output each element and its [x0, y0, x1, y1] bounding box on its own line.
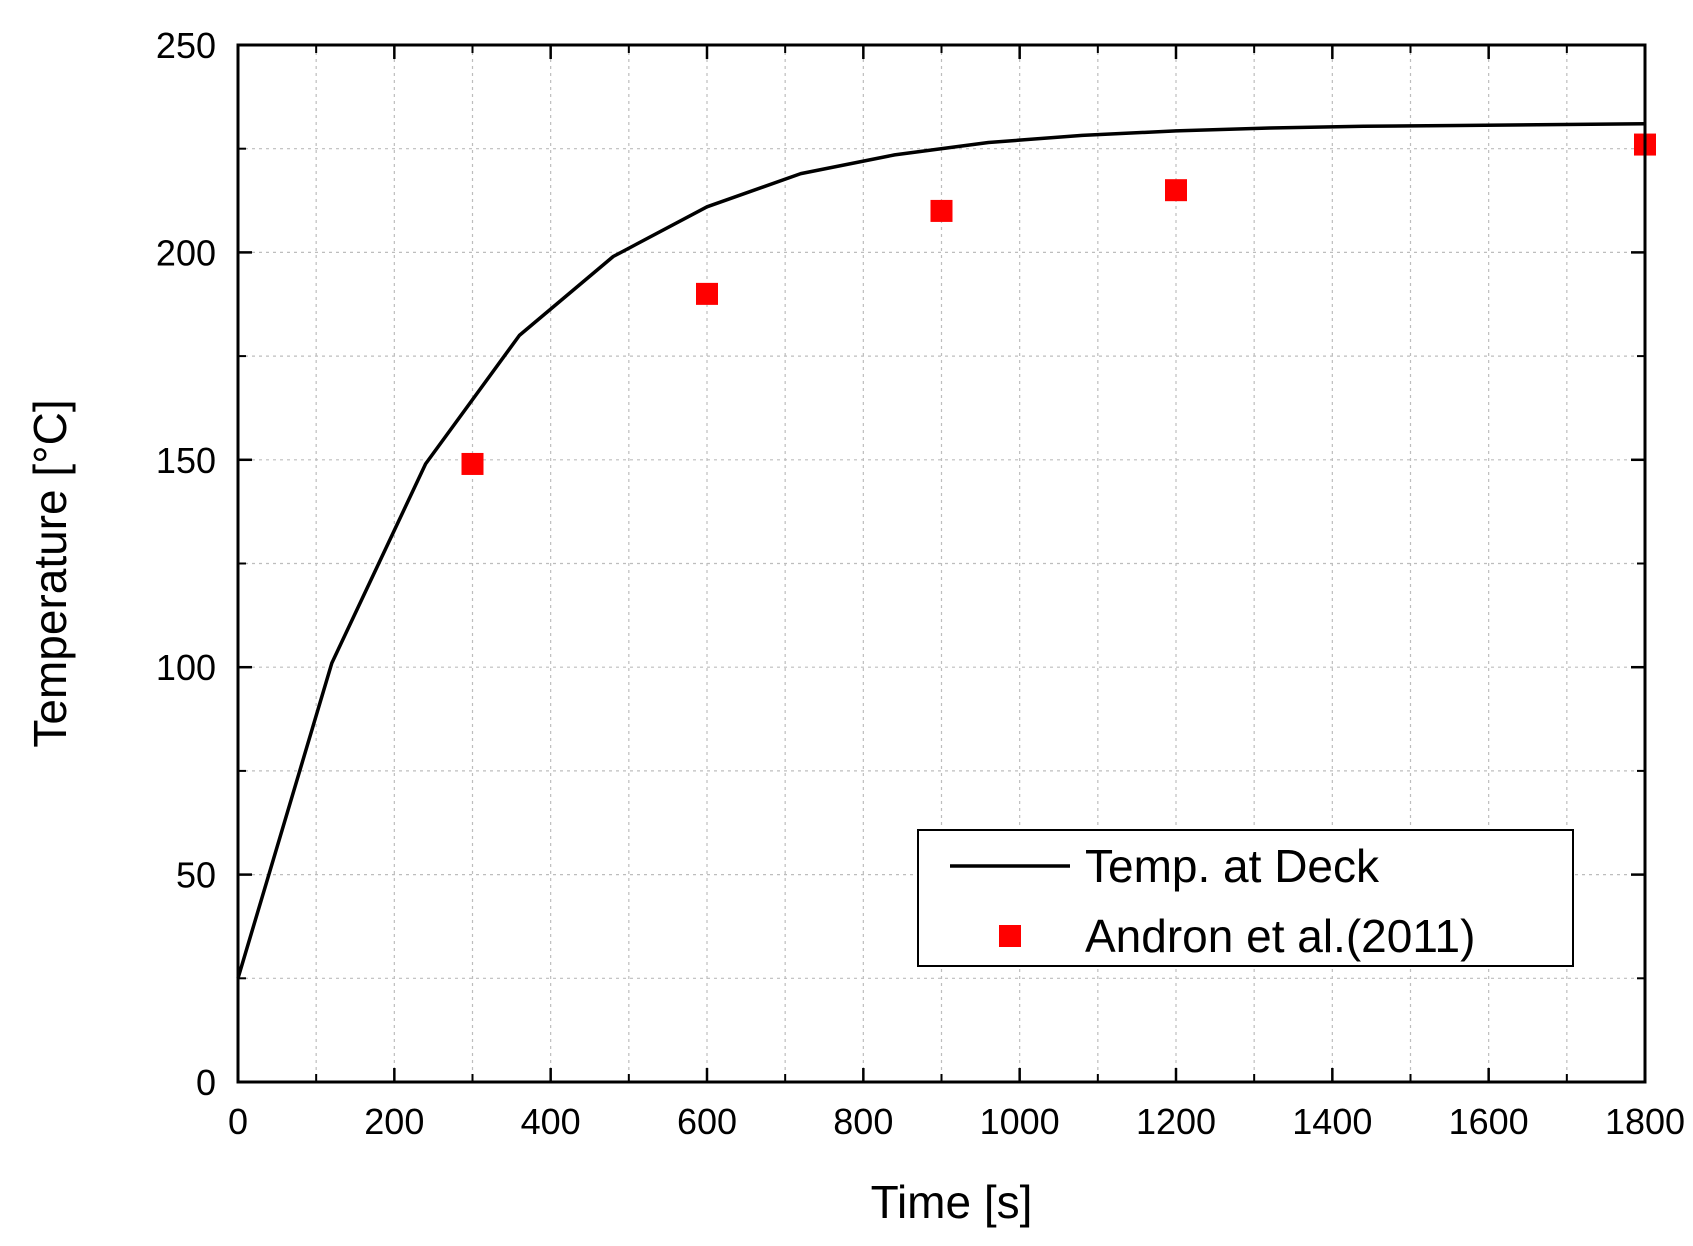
- y-tick-label: 100: [156, 647, 216, 688]
- tick-labels: 0 200 400 600 800 1000 1200 1400 1600 1800 0 50 100 1…: [156, 25, 1685, 1142]
- legend-label-line: Temp. at Deck: [1085, 840, 1380, 892]
- legend-label-points: Andron et al.(2011): [1085, 910, 1475, 962]
- series-line-temp-at-deck: [236, 122, 1646, 979]
- data-point-andron: [930, 199, 953, 222]
- legend: Temp. at Deck Andron et al.(2011): [917, 829, 1574, 967]
- x-tick-label: 1600: [1449, 1101, 1529, 1142]
- x-tick-label: 1400: [1292, 1101, 1372, 1142]
- data-point-andron: [1165, 179, 1187, 202]
- x-tick-label: 400: [521, 1101, 581, 1142]
- y-tick-label: 200: [156, 232, 216, 273]
- x-tick-label: 800: [833, 1101, 893, 1142]
- y-tick-label: 50: [176, 855, 216, 896]
- y-axis-title: Temperature [°C]: [24, 399, 76, 747]
- y-tick-label: 150: [156, 440, 216, 481]
- x-tick-label: 0: [228, 1101, 248, 1142]
- legend-box: [917, 829, 1574, 967]
- x-tick-label: 1800: [1605, 1101, 1685, 1142]
- x-tick-label: 1000: [980, 1101, 1060, 1142]
- plot-frame: [236, 43, 1647, 1084]
- x-tick-label: 600: [677, 1101, 737, 1142]
- y-tick-label: 250: [156, 25, 216, 66]
- data-point-andron: [696, 282, 718, 305]
- grid: [238, 45, 1645, 1082]
- x-axis-title: Time [s]: [871, 1176, 1033, 1228]
- legend-square-swatch: [999, 925, 1021, 947]
- x-tick-label: 1200: [1136, 1101, 1216, 1142]
- y-tick-label: 0: [196, 1062, 216, 1103]
- x-tick-label: 200: [364, 1101, 424, 1142]
- data-point-andron: [461, 452, 484, 475]
- series: [236, 122, 1656, 979]
